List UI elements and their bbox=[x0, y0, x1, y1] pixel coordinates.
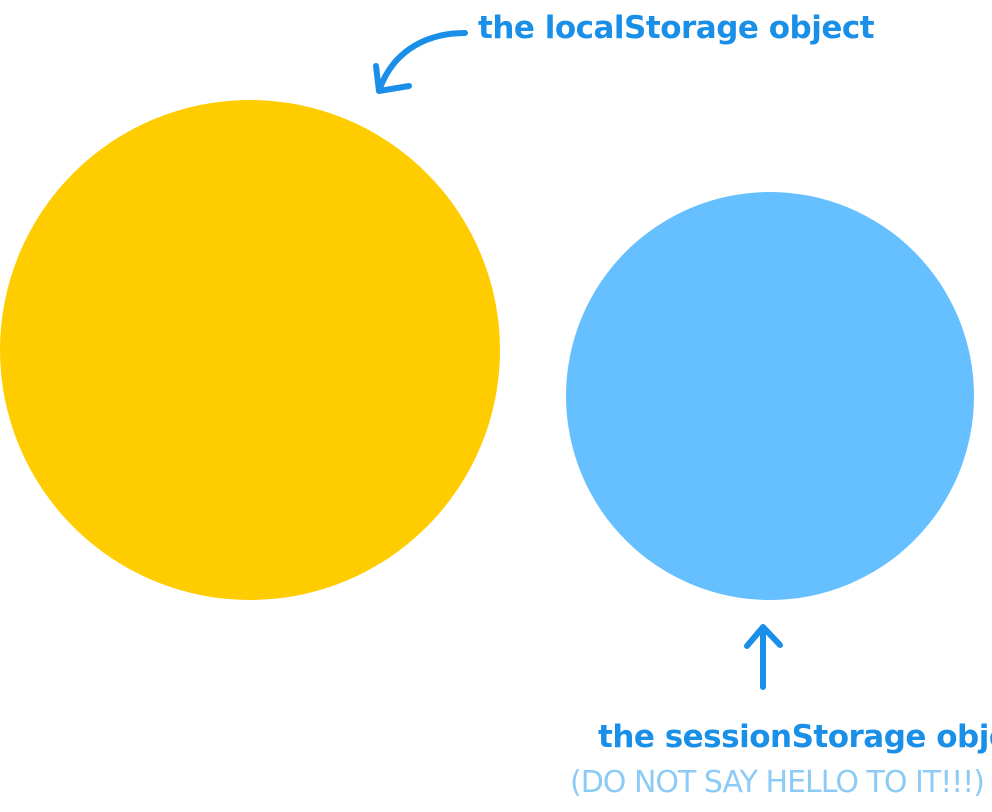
session-storage-label: the sessionStorage object bbox=[598, 719, 992, 755]
local-storage-label: the localStorage object bbox=[478, 10, 875, 46]
local-storage-circle bbox=[0, 100, 500, 600]
session-storage-arrow-icon bbox=[744, 624, 783, 690]
session-storage-circle bbox=[566, 192, 974, 600]
local-storage-arrow-icon bbox=[373, 30, 468, 94]
session-storage-note: (DO NOT SAY HELLO TO IT!!!) bbox=[570, 765, 985, 800]
